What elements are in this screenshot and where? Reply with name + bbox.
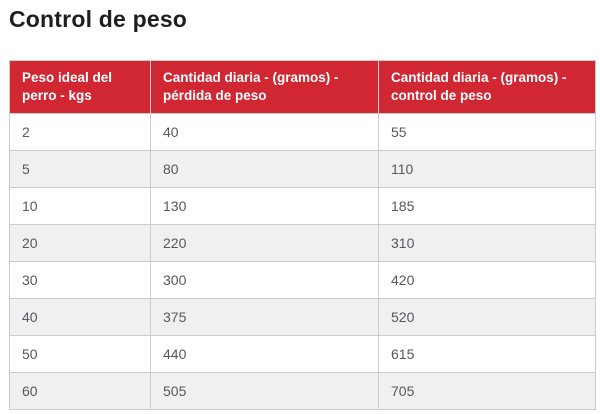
table-cell: 110 xyxy=(378,150,596,188)
table-cell: 20 xyxy=(9,224,151,262)
table-row: 2 40 55 xyxy=(9,113,596,151)
table-row: 10 130 185 xyxy=(9,187,596,225)
table-cell: 40 xyxy=(9,298,151,336)
table-row: 50 440 615 xyxy=(9,335,596,373)
table-cell: 130 xyxy=(150,187,379,225)
table-cell: 5 xyxy=(9,150,151,188)
table-cell: 55 xyxy=(378,113,596,151)
table-cell: 705 xyxy=(378,372,596,410)
table-cell: 420 xyxy=(378,261,596,299)
column-header: Peso ideal del perro - kgs xyxy=(9,60,151,114)
table-header-row: Peso ideal del perro - kgs Cantidad diari… xyxy=(9,60,596,114)
table-row: 5 80 110 xyxy=(9,150,596,188)
table-cell: 50 xyxy=(9,335,151,373)
table-row: 30 300 420 xyxy=(9,261,596,299)
table-body: 2 40 55 5 80 110 10 130 185 20 220 310 30 300 420 40 375… xyxy=(9,113,596,410)
weight-control-table: Peso ideal del perro - kgs Cantidad diari… xyxy=(9,60,596,410)
table-row: 40 375 520 xyxy=(9,298,596,336)
table-cell: 300 xyxy=(150,261,379,299)
column-header: Cantidad diaria - (gramos) - control de … xyxy=(378,60,596,114)
page-title: Control de peso xyxy=(9,6,188,32)
table-cell: 505 xyxy=(150,372,379,410)
table-cell: 10 xyxy=(9,187,151,225)
table-head: Peso ideal del perro - kgs Cantidad diari… xyxy=(9,60,596,114)
column-header: Cantidad diaria - (gramos) - pérdida de … xyxy=(150,60,379,114)
table-cell: 310 xyxy=(378,224,596,262)
table-cell: 440 xyxy=(150,335,379,373)
table-cell: 40 xyxy=(150,113,379,151)
table-cell: 520 xyxy=(378,298,596,336)
table-cell: 185 xyxy=(378,187,596,225)
table-cell: 30 xyxy=(9,261,151,299)
table-cell: 80 xyxy=(150,150,379,188)
table-row: 20 220 310 xyxy=(9,224,596,262)
table-cell: 615 xyxy=(378,335,596,373)
table-cell: 60 xyxy=(9,372,151,410)
table-row: 60 505 705 xyxy=(9,372,596,410)
table-cell: 375 xyxy=(150,298,379,336)
table-cell: 2 xyxy=(9,113,151,151)
table-cell: 220 xyxy=(150,224,379,262)
